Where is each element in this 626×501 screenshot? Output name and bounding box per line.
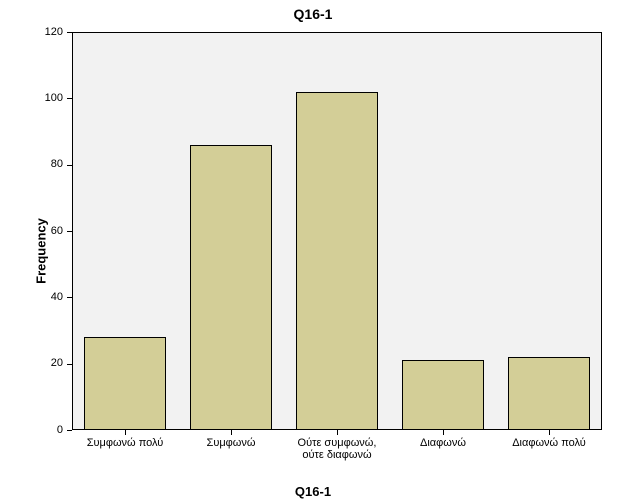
x-tick-label: Συμφωνώ πολύ (72, 437, 178, 449)
chart-container: Q16-1 Frequency Q16-1 020406080100120Συμ… (0, 0, 626, 501)
x-tick-mark (549, 430, 550, 435)
y-tick-label: 20 (27, 357, 63, 369)
x-tick-mark (443, 430, 444, 435)
y-tick-label: 60 (27, 225, 63, 237)
y-tick-mark (67, 297, 72, 298)
x-tick-label: Συμφωνώ (178, 437, 284, 449)
x-tick-label: Ούτε συμφωνώ,ούτε διαφωνώ (284, 437, 390, 461)
y-tick-mark (67, 430, 72, 431)
x-tick-mark (337, 430, 338, 435)
y-tick-label: 40 (27, 291, 63, 303)
bar (190, 145, 273, 430)
x-tick-mark (125, 430, 126, 435)
y-tick-mark (67, 231, 72, 232)
bar (402, 360, 485, 430)
x-tick-label: Διαφωνώ (390, 437, 496, 449)
y-tick-label: 0 (27, 424, 63, 436)
y-tick-mark (67, 364, 72, 365)
bar (296, 92, 379, 430)
y-tick-mark (67, 165, 72, 166)
chart-title: Q16-1 (0, 6, 626, 22)
y-tick-mark (67, 98, 72, 99)
y-tick-label: 100 (27, 92, 63, 104)
x-tick-label: Διαφωνώ πολύ (496, 437, 602, 449)
y-tick-label: 80 (27, 158, 63, 170)
y-tick-mark (67, 32, 72, 33)
bar (84, 337, 167, 430)
x-axis-label: Q16-1 (0, 484, 626, 499)
bar (508, 357, 591, 430)
y-tick-label: 120 (27, 26, 63, 38)
x-tick-mark (231, 430, 232, 435)
